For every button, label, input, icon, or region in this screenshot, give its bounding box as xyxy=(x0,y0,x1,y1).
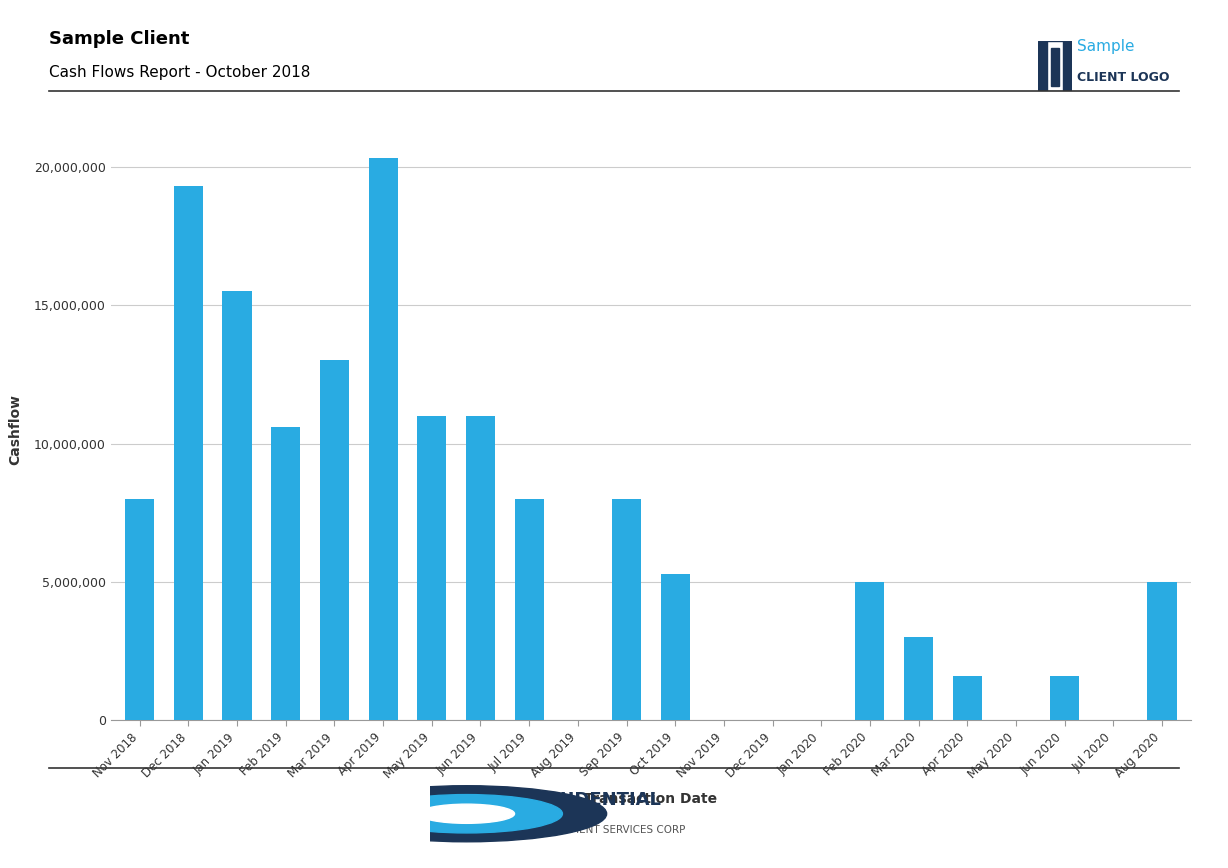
Bar xyxy=(1051,49,1059,86)
Y-axis label: Cashflow: Cashflow xyxy=(9,394,22,465)
Bar xyxy=(1050,676,1079,720)
Bar xyxy=(1039,41,1047,91)
Bar xyxy=(222,291,252,720)
Bar xyxy=(953,676,982,720)
Bar xyxy=(271,427,301,720)
Bar xyxy=(465,416,495,720)
Circle shape xyxy=(327,786,607,842)
Bar xyxy=(612,499,641,720)
Text: INVESTMENT SERVICES CORP: INVESTMENT SERVICES CORP xyxy=(533,825,685,835)
X-axis label: Transaction Date: Transaction Date xyxy=(585,792,717,806)
Bar xyxy=(855,582,884,720)
Text: CLIENT LOGO: CLIENT LOGO xyxy=(1077,71,1169,84)
Text: PRUDENTIAL: PRUDENTIAL xyxy=(533,792,661,810)
Bar xyxy=(515,499,544,720)
Circle shape xyxy=(419,804,515,824)
Bar xyxy=(125,499,155,720)
Text: Cash Flows Report - October 2018: Cash Flows Report - October 2018 xyxy=(49,65,311,80)
Bar xyxy=(418,416,447,720)
Bar xyxy=(904,637,933,720)
Bar xyxy=(1062,41,1071,91)
Bar xyxy=(174,186,203,720)
Bar xyxy=(368,158,398,720)
Text: Sample: Sample xyxy=(1077,39,1135,54)
Text: Sample Client: Sample Client xyxy=(49,30,189,49)
Bar xyxy=(1147,582,1176,720)
Circle shape xyxy=(371,794,562,833)
Bar xyxy=(319,360,349,720)
Bar xyxy=(661,574,690,720)
